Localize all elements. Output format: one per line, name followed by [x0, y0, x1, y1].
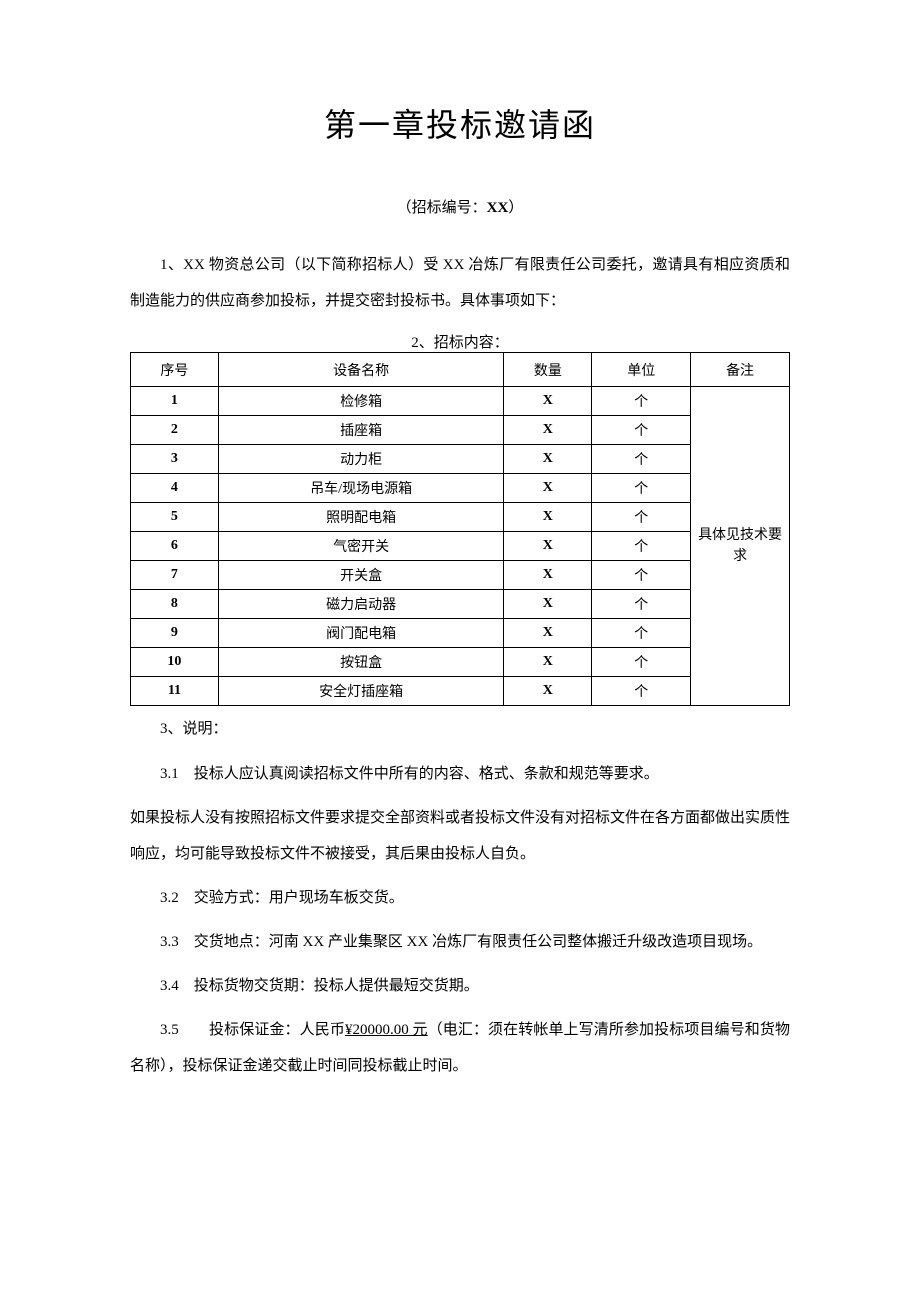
- table-header-row: 序号 设备名称 数量 单位 备注: [131, 353, 790, 387]
- cell-seq: 4: [131, 474, 219, 503]
- item-3-4: 3.4 投标货物交货期：投标人提供最短交货期。: [130, 968, 790, 1004]
- col-header-unit: 单位: [592, 353, 691, 387]
- cell-note-merged: 具体见技术要求: [691, 387, 790, 706]
- cell-qty: X: [504, 561, 592, 590]
- bid-number-prefix: （招标编号：: [397, 200, 487, 216]
- cell-qty: X: [504, 590, 592, 619]
- cell-unit: 个: [592, 648, 691, 677]
- item-3-2: 3.2 交验方式：用户现场车板交货。: [130, 880, 790, 916]
- section-2-caption: 2、招标内容：: [130, 331, 790, 352]
- cell-qty: X: [504, 648, 592, 677]
- cell-seq: 8: [131, 590, 219, 619]
- cell-unit: 个: [592, 387, 691, 416]
- cell-seq: 1: [131, 387, 219, 416]
- cell-qty: X: [504, 619, 592, 648]
- cell-name: 气密开关: [218, 532, 504, 561]
- cell-name: 安全灯插座箱: [218, 677, 504, 706]
- cell-seq: 7: [131, 561, 219, 590]
- item-3-label: 3、说明：: [130, 714, 790, 744]
- cell-qty: X: [504, 387, 592, 416]
- cell-name: 插座箱: [218, 416, 504, 445]
- cell-qty: X: [504, 416, 592, 445]
- cell-seq: 2: [131, 416, 219, 445]
- cell-unit: 个: [592, 590, 691, 619]
- cell-name: 按钮盒: [218, 648, 504, 677]
- cell-qty: X: [504, 677, 592, 706]
- cell-qty: X: [504, 474, 592, 503]
- item-3-3: 3.3 交货地点：河南 XX 产业集聚区 XX 冶炼厂有限责任公司整体搬迁升级改…: [130, 924, 790, 960]
- cell-seq: 5: [131, 503, 219, 532]
- cell-seq: 6: [131, 532, 219, 561]
- item-3-1-b: 如果投标人没有按照招标文件要求提交全部资料或者投标文件没有对招标文件在各方面都做…: [130, 800, 790, 872]
- cell-qty: X: [504, 445, 592, 474]
- cell-name: 动力柜: [218, 445, 504, 474]
- bid-number-line: （招标编号：XX）: [130, 196, 790, 217]
- cell-name: 吊车/现场电源箱: [218, 474, 504, 503]
- item-3-5: 3.5 投标保证金：人民币¥20000.00 元（电汇：须在转帐单上写清所参加投…: [130, 1012, 790, 1084]
- cell-qty: X: [504, 503, 592, 532]
- cell-unit: 个: [592, 503, 691, 532]
- bid-number-suffix: ）: [508, 200, 523, 216]
- cell-unit: 个: [592, 677, 691, 706]
- bid-items-table: 序号 设备名称 数量 单位 备注 1 检修箱 X 个 具体见技术要求 2 插座箱…: [130, 352, 790, 706]
- col-header-name: 设备名称: [218, 353, 504, 387]
- paragraph-1: 1、XX 物资总公司（以下简称招标人）受 XX 冶炼厂有限责任公司委托，邀请具有…: [130, 247, 790, 319]
- table-body: 1 检修箱 X 个 具体见技术要求 2 插座箱 X 个 3 动力柜 X 个 4 …: [131, 387, 790, 706]
- cell-name: 检修箱: [218, 387, 504, 416]
- cell-name: 磁力启动器: [218, 590, 504, 619]
- cell-seq: 9: [131, 619, 219, 648]
- cell-name: 照明配电箱: [218, 503, 504, 532]
- cell-qty: X: [504, 532, 592, 561]
- item-3-1-a: 3.1 投标人应认真阅读招标文件中所有的内容、格式、条款和规范等要求。: [130, 756, 790, 792]
- cell-unit: 个: [592, 561, 691, 590]
- col-header-note: 备注: [691, 353, 790, 387]
- bid-number-code: XX: [487, 200, 509, 216]
- col-header-qty: 数量: [504, 353, 592, 387]
- cell-name: 阀门配电箱: [218, 619, 504, 648]
- item-3-5-amount: ¥20000.00 元: [345, 1022, 428, 1038]
- cell-name: 开关盒: [218, 561, 504, 590]
- col-header-seq: 序号: [131, 353, 219, 387]
- cell-seq: 11: [131, 677, 219, 706]
- cell-unit: 个: [592, 416, 691, 445]
- cell-unit: 个: [592, 445, 691, 474]
- cell-seq: 10: [131, 648, 219, 677]
- cell-unit: 个: [592, 532, 691, 561]
- table-row: 1 检修箱 X 个 具体见技术要求: [131, 387, 790, 416]
- cell-seq: 3: [131, 445, 219, 474]
- cell-unit: 个: [592, 474, 691, 503]
- chapter-title: 第一章投标邀请函: [130, 100, 790, 146]
- bid-items-table-container: 序号 设备名称 数量 单位 备注 1 检修箱 X 个 具体见技术要求 2 插座箱…: [130, 352, 790, 706]
- item-3-5-prefix: 3.5 投标保证金：人民币: [160, 1022, 345, 1038]
- cell-unit: 个: [592, 619, 691, 648]
